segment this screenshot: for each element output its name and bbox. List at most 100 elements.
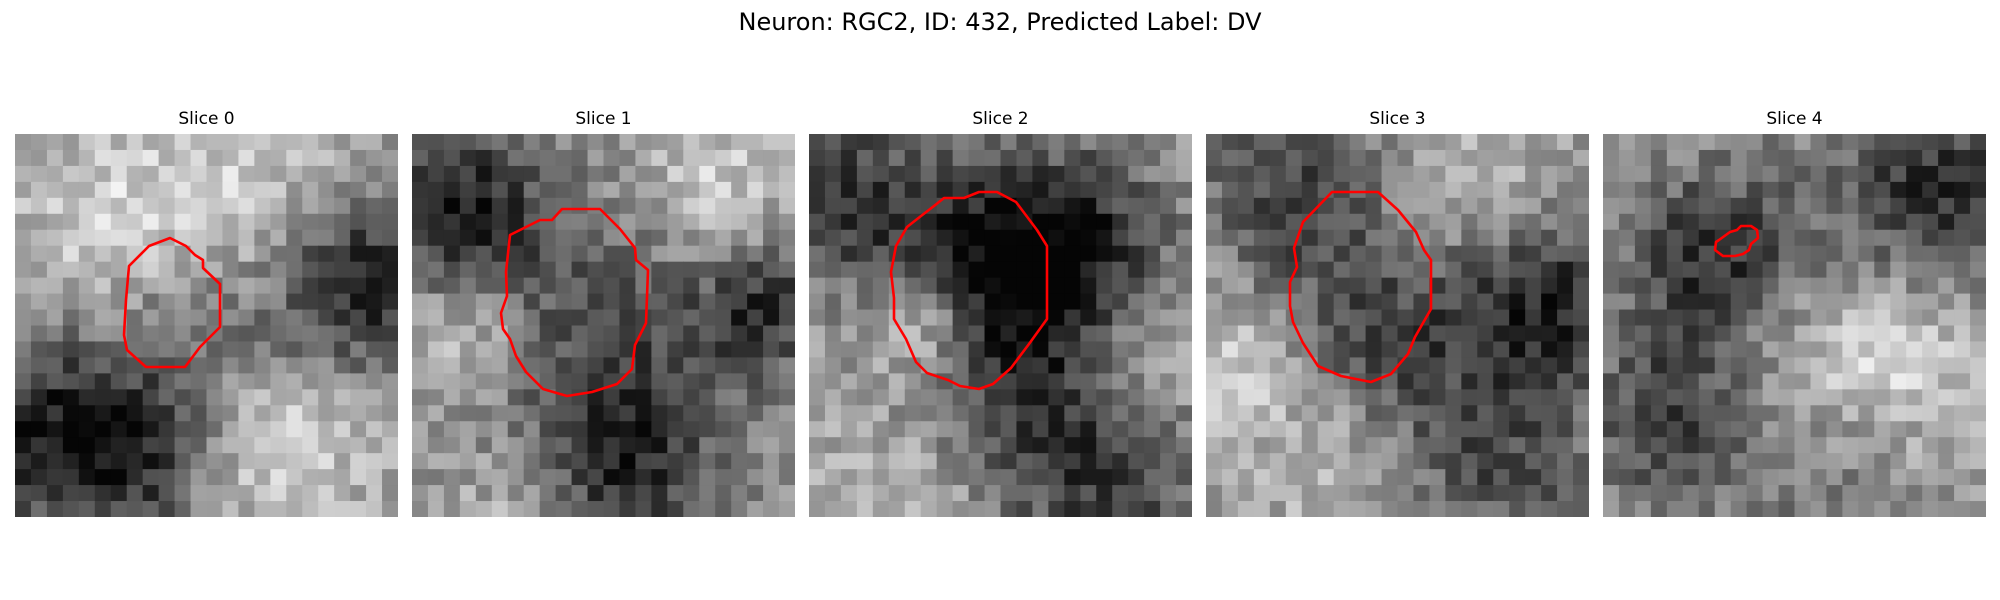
pixel-cell — [635, 277, 652, 295]
pixel-cell — [763, 437, 780, 454]
pixel-cell — [46, 134, 64, 151]
pixel-cell — [904, 389, 922, 406]
pixel-cell — [824, 213, 842, 231]
pixel-cell — [286, 229, 303, 247]
pixel-cell — [366, 437, 383, 454]
pixel-cell — [731, 421, 748, 438]
pixel-cell — [302, 197, 319, 215]
pixel-cell — [1144, 453, 1161, 470]
pixel-cell — [1237, 149, 1255, 167]
pixel-cell — [491, 149, 509, 167]
pixel-cell — [1509, 357, 1526, 374]
pixel-cell — [1874, 165, 1891, 183]
pixel-cell — [1603, 197, 1620, 215]
pixel-cell — [1461, 437, 1478, 454]
pixel-cell — [1096, 134, 1113, 151]
pixel-cell — [904, 134, 922, 151]
pixel-cell — [1826, 405, 1843, 422]
pixel-cell — [318, 405, 335, 422]
pixel-cell — [46, 213, 64, 231]
pixel-cell — [174, 261, 192, 279]
pixel-cell — [46, 485, 64, 502]
pixel-cell — [1176, 437, 1192, 454]
pixel-cell — [1858, 261, 1875, 279]
pixel-cell — [475, 245, 493, 263]
pixel-cell — [382, 405, 398, 422]
pixel-cell — [952, 245, 970, 263]
pixel-cell — [1160, 181, 1177, 199]
pixel-cell — [190, 485, 208, 502]
pixel-cell — [427, 389, 445, 406]
pixel-cell — [1144, 437, 1161, 454]
pixel-cell — [459, 197, 477, 215]
pixel-cell — [731, 229, 748, 247]
pixel-cell — [1096, 261, 1113, 279]
pixel-cell — [142, 229, 160, 247]
pixel-cell — [443, 165, 461, 183]
pixel-cell — [1285, 453, 1303, 470]
pixel-cell — [1874, 357, 1891, 374]
pixel-cell — [888, 149, 906, 167]
pixel-cell — [1221, 341, 1239, 359]
pixel-cell — [763, 245, 780, 263]
pixel-cell — [126, 421, 144, 438]
pixel-cell — [936, 485, 954, 502]
pixel-cell — [1493, 501, 1510, 517]
pixel-cell — [904, 325, 922, 343]
pixel-cell — [984, 485, 1002, 502]
pixel-cell — [603, 325, 621, 343]
pixel-cell — [318, 245, 335, 263]
pixel-cell — [110, 405, 128, 422]
pixel-cell — [1493, 134, 1510, 151]
pixel-cell — [94, 134, 112, 151]
pixel-cell — [523, 485, 541, 502]
pixel-cell — [747, 213, 764, 231]
pixel-cell — [667, 357, 684, 374]
pixel-cell — [1461, 245, 1478, 263]
pixel-cell — [779, 165, 795, 183]
pixel-cell — [984, 309, 1002, 327]
pixel-cell — [1557, 197, 1574, 215]
pixel-cell — [491, 405, 509, 422]
pixel-cell — [94, 309, 112, 327]
pixel-cell — [254, 421, 271, 438]
pixel-cell — [412, 165, 429, 183]
pixel-cell — [968, 229, 986, 247]
pixel-cell — [110, 229, 128, 247]
pixel-cell — [856, 469, 874, 486]
pixel-cell — [1285, 341, 1303, 359]
pixel-cell — [142, 389, 160, 406]
pixel-cell — [1000, 165, 1018, 183]
pixel-cell — [1381, 213, 1399, 231]
pixel-cell — [840, 373, 858, 390]
pixel-cell — [1128, 229, 1145, 247]
pixel-cell — [1445, 357, 1462, 374]
pixel-cell — [206, 165, 224, 183]
pixel-cell — [1429, 373, 1446, 390]
pixel-cell — [699, 421, 716, 438]
pixel-cell — [78, 453, 96, 470]
pixel-cell — [936, 389, 954, 406]
pixel-cell — [1144, 405, 1161, 422]
pixel-cell — [1858, 165, 1875, 183]
pixel-cell — [683, 501, 700, 517]
pixel-cell — [1461, 357, 1478, 374]
pixel-cell — [731, 405, 748, 422]
pixel-cell — [1714, 309, 1732, 327]
pixel-cell — [952, 357, 970, 374]
pixel-cell — [1858, 341, 1875, 359]
pixel-cell — [1253, 325, 1271, 343]
pixel-cell — [1206, 437, 1223, 454]
pixel-cell — [1493, 373, 1510, 390]
pixel-cell — [1970, 293, 1986, 311]
pixel-cell — [1429, 134, 1446, 151]
pixel-cell — [731, 261, 748, 279]
pixel-cell — [1906, 485, 1923, 502]
pixel-cell — [238, 229, 255, 247]
pixel-cell — [1221, 134, 1239, 151]
pixel-cell — [1333, 261, 1351, 279]
pixel-cell — [1525, 197, 1542, 215]
pixel-cell — [1397, 229, 1415, 247]
pixel-cell — [110, 293, 128, 311]
pixel-cell — [1906, 181, 1923, 199]
